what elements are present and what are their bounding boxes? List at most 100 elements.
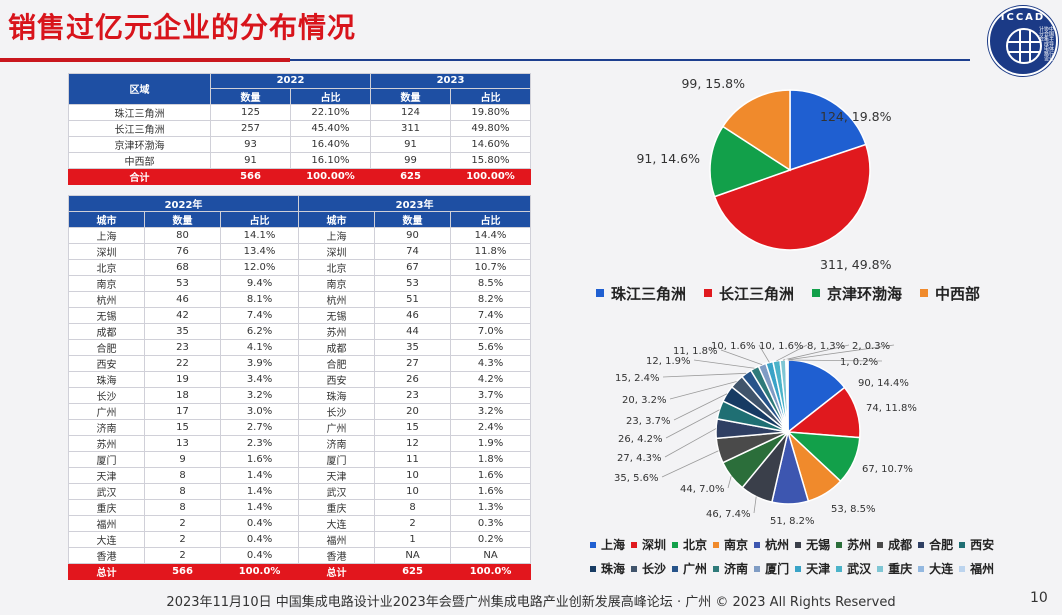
legend-swatch	[836, 565, 843, 572]
table-row: 珠海 19 3.4% 西安 26 4.2%	[68, 371, 532, 388]
table-cell: 北京	[298, 259, 376, 276]
table-cell: 杭州	[298, 291, 376, 308]
table-cell: 福州	[68, 515, 145, 532]
legend-label: 济南	[724, 562, 749, 576]
legend-swatch	[754, 541, 761, 548]
table-cell: 2.7%	[219, 419, 300, 436]
table-cell: 0.4%	[219, 531, 300, 548]
leader-line	[669, 381, 737, 400]
legend-swatch	[596, 289, 604, 297]
region-pie-chart: 124, 19.8% 311, 49.8% 91, 14.6% 99, 15.8%	[636, 76, 891, 272]
table-cell: 4.3%	[450, 355, 532, 372]
city-header: 城市	[298, 211, 376, 228]
table-row: 无锡 42 7.4% 无锡 46 7.4%	[68, 307, 532, 324]
pie-data-label: 1, 0.2%	[840, 357, 878, 368]
table-cell: 长沙	[68, 387, 145, 404]
legend-label: 上海	[601, 538, 626, 552]
pie-data-label: 91, 14.6%	[636, 151, 700, 166]
table-cell: 8.1%	[219, 291, 300, 308]
legend-label: 大连	[929, 562, 954, 576]
legend-item: 合肥	[918, 536, 953, 553]
total-cell: 100.00%	[450, 167, 531, 185]
footer-text: 2023年11月10日 中国集成电路设计业2023年会暨广州集成电路产业创新发展…	[166, 595, 896, 610]
table-cell: 深圳	[68, 243, 145, 260]
total-cell: 625	[374, 563, 452, 580]
page-number: 10	[1030, 590, 1048, 606]
table-cell: 中西部	[68, 151, 211, 169]
table-cell: 大连	[68, 531, 145, 548]
table-cell: 18	[144, 387, 221, 404]
table-cell: 74	[374, 243, 452, 260]
table-cell: 香港	[68, 547, 145, 564]
legend-swatch	[713, 565, 720, 572]
legend-item: 厦门	[754, 560, 789, 577]
table-row: 中西部 91 16.10% 99 15.80%	[68, 151, 531, 169]
pie-slice	[713, 143, 871, 251]
pie-data-label: 12, 1.9%	[646, 356, 691, 367]
pie-data-label: 311, 49.8%	[820, 257, 892, 272]
legend-swatch	[795, 565, 802, 572]
table-cell: 17	[144, 403, 221, 420]
table-cell: 南京	[298, 275, 376, 292]
table-row: 厦门 9 1.6% 厦门 11 1.8%	[68, 451, 532, 468]
pie-data-label: 10, 1.6%	[711, 341, 756, 352]
table-cell: 91	[370, 135, 451, 153]
legend-swatch	[877, 565, 884, 572]
legend-swatch	[836, 541, 843, 548]
city-table: 2022年 2023年 城市 数量 占比 城市 数量 占比 上海 80 14.1% 上…	[67, 195, 532, 580]
legend-swatch	[754, 565, 761, 572]
legend-item: 杭州	[754, 536, 789, 553]
table-cell: 2	[144, 515, 221, 532]
total-cell: 100.00%	[290, 167, 371, 185]
legend-label: 深圳	[642, 538, 667, 552]
table-cell: 53	[374, 275, 452, 292]
table-cell: 125	[210, 103, 291, 121]
table-row: 长沙 18 3.2% 珠海 23 3.7%	[68, 387, 532, 404]
table-cell: 13.4%	[219, 243, 300, 260]
table-cell: 67	[374, 259, 452, 276]
table-cell: 天津	[68, 467, 145, 484]
legend-item: 天津	[795, 560, 830, 577]
legend-item: 武汉	[836, 560, 871, 577]
legend-label: 苏州	[847, 538, 872, 552]
table-cell: 8	[144, 483, 221, 500]
table-cell: 3.9%	[219, 355, 300, 372]
table-cell: 1.9%	[450, 435, 532, 452]
legend-swatch	[959, 541, 966, 548]
pie-data-label: 74, 11.8%	[866, 403, 917, 414]
table-cell: 6.2%	[219, 323, 300, 340]
table-cell: 7.0%	[450, 323, 532, 340]
leader-line	[782, 344, 850, 361]
legend-item: 重庆	[877, 560, 912, 577]
pie-data-label: 53, 8.5%	[831, 504, 876, 515]
pie-data-label: 27, 4.3%	[617, 453, 662, 464]
table-cell: 0.3%	[450, 515, 532, 532]
legend-item: 南京	[713, 536, 748, 553]
table-cell: 无锡	[68, 307, 145, 324]
legend-label: 广州	[683, 562, 708, 576]
legend-swatch	[672, 541, 679, 548]
pie-data-label: 51, 8.2%	[770, 516, 815, 527]
legend-swatch	[672, 565, 679, 572]
leader-line	[720, 349, 763, 366]
table-cell: 49.80%	[450, 119, 531, 137]
legend-item: 长沙	[631, 560, 666, 577]
legend-label: 成都	[888, 538, 913, 552]
page-title: 销售过亿元企业的分布情况	[8, 11, 357, 44]
table-row: 深圳 76 13.4% 深圳 74 11.8%	[68, 243, 532, 260]
table-row: 济南 15 2.7% 广州 15 2.4%	[68, 419, 532, 436]
table-row: 杭州 46 8.1% 杭州 51 8.2%	[68, 291, 532, 308]
legend-label: 无锡	[806, 538, 831, 552]
table-cell: 上海	[298, 227, 376, 244]
table-cell: 12	[374, 435, 452, 452]
table-cell: 福州	[298, 531, 376, 548]
legend-label: 重庆	[888, 562, 913, 576]
pie-data-label: 26, 4.2%	[618, 434, 663, 445]
table-cell: 济南	[68, 419, 145, 436]
table-cell: 23	[374, 387, 452, 404]
legend-label: 长江三角洲	[719, 284, 795, 303]
table-cell: 10	[374, 467, 452, 484]
leader-line	[664, 428, 717, 458]
table-cell: 14.4%	[450, 227, 532, 244]
